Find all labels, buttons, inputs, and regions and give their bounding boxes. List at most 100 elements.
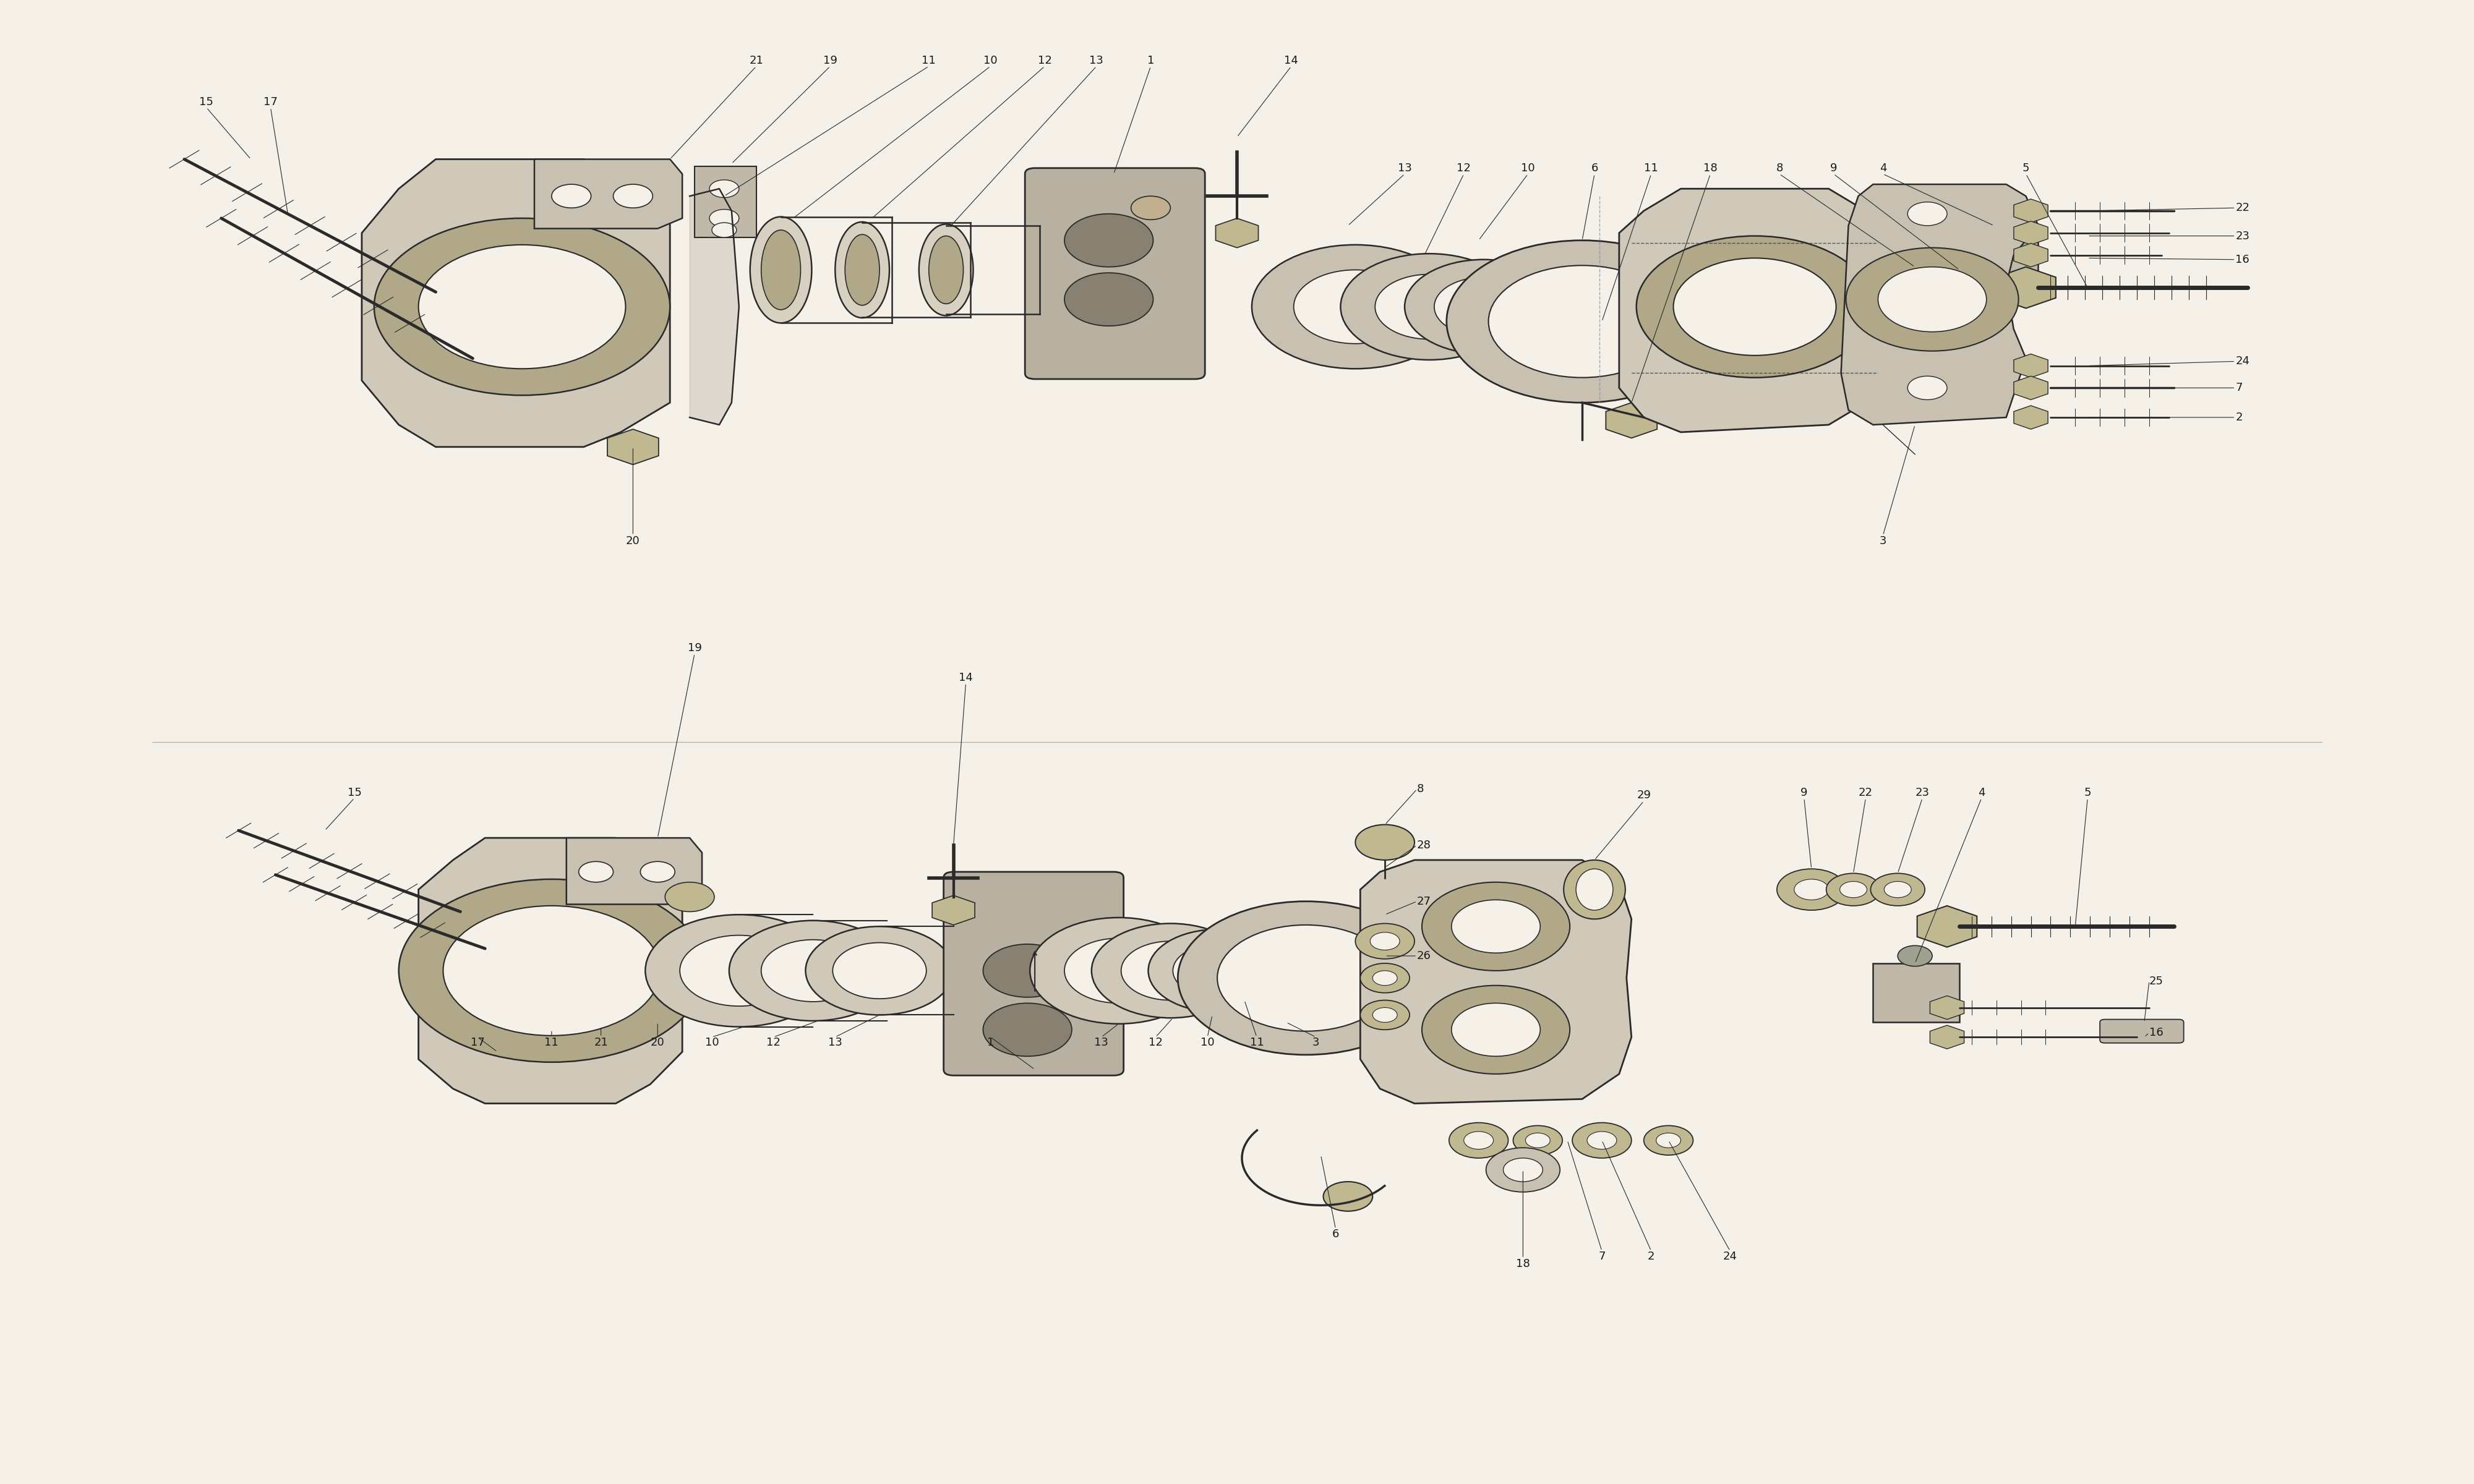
Circle shape [1029,917,1207,1024]
Circle shape [1977,203,2011,224]
Circle shape [1324,1181,1373,1211]
Circle shape [1776,870,1846,910]
Text: 8: 8 [1776,163,1784,174]
Text: 9: 9 [1801,787,1808,798]
Text: 12: 12 [767,1037,782,1048]
Text: 7: 7 [2236,383,2241,393]
Text: 17: 17 [470,1037,485,1048]
Text: 24: 24 [1722,1251,1737,1263]
Text: 20: 20 [651,1037,666,1048]
Text: 3: 3 [1311,1037,1319,1048]
Text: 29: 29 [1638,789,1650,801]
Circle shape [552,184,591,208]
Text: 27: 27 [1418,896,1430,907]
Bar [1952,226,2039,285]
Text: 12: 12 [1037,55,1051,67]
Text: 10: 10 [985,55,997,67]
Bar [1873,963,1959,1022]
Circle shape [1356,923,1415,959]
Circle shape [1131,196,1170,220]
Ellipse shape [1564,861,1625,919]
Ellipse shape [918,224,972,316]
Circle shape [1655,1132,1680,1147]
Polygon shape [1618,188,1878,432]
Circle shape [1898,945,1932,966]
Text: 6: 6 [1591,163,1598,174]
Ellipse shape [762,230,802,310]
Circle shape [646,914,834,1027]
Text: 11: 11 [923,55,935,67]
Circle shape [1435,278,1534,337]
Circle shape [1356,825,1415,861]
Polygon shape [534,159,683,229]
Circle shape [982,1003,1071,1057]
Circle shape [762,939,866,1002]
Circle shape [680,935,799,1006]
Text: 13: 13 [1094,1037,1108,1048]
Text: 2: 2 [2236,413,2241,423]
Text: 18: 18 [1702,163,1717,174]
Text: 7: 7 [1598,1251,1606,1263]
Circle shape [1870,873,1925,905]
Circle shape [1489,266,1675,377]
Circle shape [1376,275,1484,340]
Circle shape [1526,1132,1551,1147]
Circle shape [1373,1008,1398,1022]
Text: 13: 13 [829,1037,841,1048]
Circle shape [1452,1003,1541,1057]
Text: 4: 4 [1979,787,1984,798]
Ellipse shape [846,234,881,306]
Polygon shape [567,838,703,904]
Circle shape [1880,267,1950,309]
Polygon shape [418,838,683,1104]
Text: 16: 16 [2236,254,2249,266]
Ellipse shape [1576,870,1613,910]
Circle shape [1588,1131,1616,1149]
Circle shape [1885,881,1912,898]
Circle shape [1846,248,2019,352]
Circle shape [1361,963,1410,993]
Text: 8: 8 [1418,784,1425,795]
Circle shape [614,184,653,208]
Polygon shape [1841,184,2039,424]
Circle shape [1907,202,1947,226]
Circle shape [1121,941,1220,1000]
Text: 10: 10 [1200,1037,1215,1048]
Circle shape [398,879,705,1063]
Circle shape [834,942,925,999]
Circle shape [1907,375,1947,399]
Text: 1: 1 [987,1037,995,1048]
Circle shape [1294,270,1418,344]
Text: 21: 21 [750,55,764,67]
Circle shape [710,209,740,227]
Ellipse shape [836,223,888,318]
Text: 21: 21 [594,1037,609,1048]
Text: 23: 23 [1915,787,1930,798]
Text: 11: 11 [544,1037,559,1048]
Circle shape [1643,1125,1692,1155]
FancyBboxPatch shape [2100,1020,2185,1043]
Circle shape [1064,214,1153,267]
Circle shape [1178,901,1435,1055]
Circle shape [1487,1147,1561,1192]
Text: 3: 3 [1880,536,1888,546]
Text: 28: 28 [1418,840,1430,850]
Circle shape [641,862,675,881]
Circle shape [1217,925,1395,1031]
Text: 5: 5 [2021,163,2029,174]
Circle shape [1373,971,1398,985]
Circle shape [1447,240,1717,402]
Circle shape [1450,1123,1509,1158]
Circle shape [1423,985,1571,1074]
Text: 11: 11 [1249,1037,1264,1048]
Polygon shape [690,188,740,424]
Text: 20: 20 [626,536,641,546]
Polygon shape [361,159,670,447]
Bar [695,166,757,237]
Circle shape [1878,267,1987,332]
Text: 25: 25 [2150,975,2162,987]
Circle shape [1148,929,1286,1012]
Circle shape [443,905,661,1036]
Circle shape [374,218,670,395]
Circle shape [710,180,740,197]
